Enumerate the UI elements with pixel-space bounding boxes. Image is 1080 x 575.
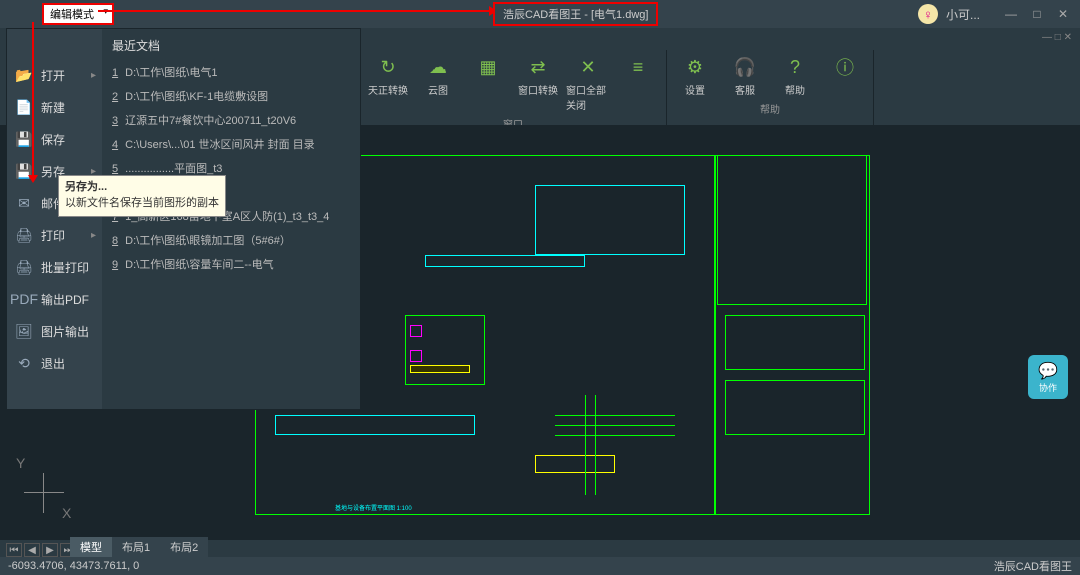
- ribbon-button[interactable]: ▦: [464, 52, 512, 114]
- recent-docs-title: 最近文档: [112, 37, 350, 54]
- coordinates: -6093.4706, 43473.7611, 0: [8, 560, 139, 572]
- ribbon-button[interactable]: ↻天正转换: [364, 52, 412, 114]
- brand-label: 浩辰CAD看图王: [994, 558, 1072, 574]
- recent-file[interactable]: 1 D:\工作\图纸\电气1: [112, 60, 350, 84]
- window-title: 浩辰CAD看图王 - [电气1.dwg]: [493, 2, 658, 26]
- saveas-tooltip: 另存为... 以新文件名保存当前图形的副本: [58, 175, 226, 217]
- tab-layout2[interactable]: 布局2: [160, 537, 208, 557]
- ribbon-button[interactable]: ≡: [614, 52, 662, 114]
- file-menu: 📂打开📄新建💾保存💾另存✉邮件发送🖨打印🖨批量打印PDF输出PDF🖼图片输出⟲退…: [6, 28, 361, 410]
- ribbon-group-label: 帮助: [671, 99, 869, 118]
- annotation-arrow: [32, 22, 34, 180]
- ribbon-button[interactable]: 🎧客服: [721, 52, 769, 99]
- tab-model[interactable]: 模型: [70, 537, 112, 557]
- minimize-button[interactable]: —: [1000, 5, 1022, 23]
- playback-controls[interactable]: ⏮◀▶⏭: [6, 543, 76, 557]
- file-menu-item[interactable]: 🖼图片输出: [7, 315, 102, 347]
- axis-y-label: Y: [16, 455, 25, 471]
- file-menu-item[interactable]: 💾保存: [7, 123, 102, 155]
- file-menu-item[interactable]: ⟲退出: [7, 347, 102, 379]
- ucs-icon: [24, 473, 64, 513]
- inner-window-controls[interactable]: — □ ✕: [1042, 32, 1072, 43]
- file-menu-item[interactable]: PDF输出PDF: [7, 283, 102, 315]
- ribbon-button[interactable]: ⓘ: [821, 52, 869, 99]
- mode-dropdown[interactable]: 编辑模式: [42, 3, 114, 25]
- maximize-button[interactable]: □: [1026, 5, 1048, 23]
- user-avatar[interactable]: ♀: [918, 4, 938, 24]
- user-name: 小可...: [946, 6, 980, 23]
- ribbon-button[interactable]: ⚙设置: [671, 52, 719, 99]
- recent-file[interactable]: 3 辽源五中7#餐饮中心200711_t20V6: [112, 108, 350, 132]
- file-menu-item[interactable]: 🖨批量打印: [7, 251, 102, 283]
- tab-layout1[interactable]: 布局1: [112, 537, 160, 557]
- ribbon: ↻天正转换☁云图▦⇄窗口转换✕窗口全部关闭≡ 窗口 ⚙设置🎧客服?帮助ⓘ 帮助: [360, 50, 1080, 125]
- file-menu-item[interactable]: 📄新建: [7, 91, 102, 123]
- collaborate-button[interactable]: 💬 协作: [1028, 355, 1068, 399]
- recent-file[interactable]: 9 D:\工作\图纸\容量车间二--电气: [112, 252, 350, 276]
- ribbon-button[interactable]: ?帮助: [771, 52, 819, 99]
- file-menu-item[interactable]: 🖨打印: [7, 219, 102, 251]
- ribbon-button[interactable]: ⇄窗口转换: [514, 52, 562, 114]
- ribbon-button[interactable]: ✕窗口全部关闭: [564, 52, 612, 114]
- recent-file[interactable]: 8 D:\工作\图纸\眼镜加工图（5#6#）: [112, 228, 350, 252]
- recent-file[interactable]: 4 C:\Users\...\01 世冰区间风井 封面 目录: [112, 132, 350, 156]
- file-menu-item[interactable]: 📂打开: [7, 59, 102, 91]
- close-button[interactable]: ✕: [1052, 5, 1074, 23]
- annotation-arrow: [98, 10, 494, 12]
- recent-file[interactable]: 2 D:\工作\图纸\KF-1电缆敷设图: [112, 84, 350, 108]
- ribbon-button[interactable]: ☁云图: [414, 52, 462, 114]
